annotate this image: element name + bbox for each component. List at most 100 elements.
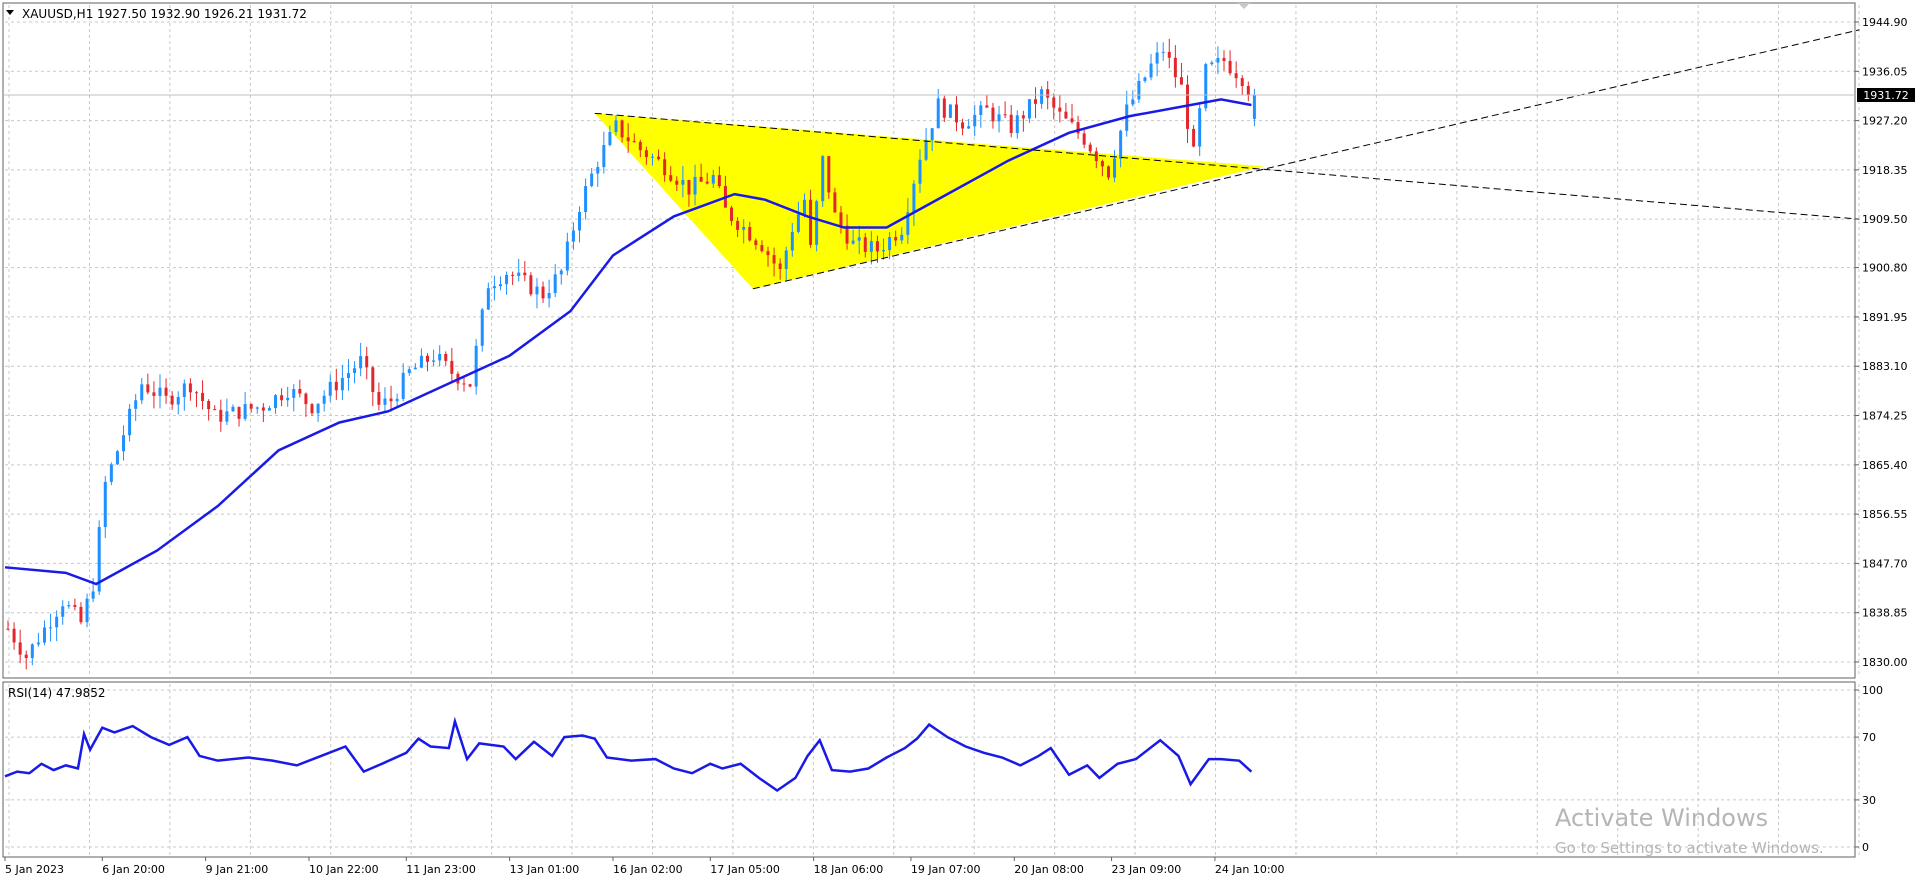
candle-body — [134, 400, 138, 409]
candle-body — [170, 395, 174, 405]
candle-body — [930, 128, 934, 141]
candle-body — [1198, 108, 1202, 147]
candle-body — [650, 156, 654, 158]
rsi-axis-label: 100 — [1862, 684, 1883, 697]
candle-body — [936, 98, 940, 129]
candle-body — [164, 387, 168, 396]
candle-body — [1052, 97, 1056, 108]
candle-body — [687, 179, 691, 195]
candle-body — [675, 180, 679, 185]
candle-body — [967, 126, 971, 129]
candle-body — [906, 212, 910, 235]
candle-body — [261, 407, 265, 411]
candle-body — [207, 400, 211, 410]
candle-body — [693, 176, 697, 195]
candle-body — [225, 411, 229, 422]
candle-body — [742, 226, 746, 230]
rsi-grid — [5, 684, 1860, 855]
candle-body — [596, 167, 600, 174]
price-axis-label: 1847.70 — [1862, 557, 1908, 570]
candle-body — [492, 286, 496, 289]
time-axis[interactable]: 5 Jan 2023 6 Jan 20:00 9 Jan 21:00 10 Jan 2… — [4, 857, 1285, 876]
rsi-panel[interactable]: RSI(14) 47.9852 — [2, 681, 1860, 858]
time-axis-label: 9 Jan 21:00 — [206, 863, 269, 876]
price-axis-label: 1830.00 — [1862, 656, 1908, 669]
candle-body — [961, 122, 965, 129]
candle-body — [474, 345, 478, 387]
candle-body — [73, 605, 77, 607]
candle-body — [1246, 86, 1250, 96]
candle-body — [790, 231, 794, 251]
rsi-axis-label: 30 — [1862, 794, 1876, 807]
candle-body — [176, 396, 180, 405]
moving-average-line — [4, 98, 1252, 586]
candle-body — [1021, 115, 1025, 119]
candle-body — [115, 451, 119, 465]
candle-body — [760, 245, 764, 252]
windows-watermark: Activate Windows Go to Settings to activ… — [1555, 804, 1824, 857]
candle-body — [578, 211, 582, 231]
candle-body — [97, 527, 101, 592]
candle-body — [875, 241, 879, 252]
candles — [6, 38, 1256, 670]
candle-body — [310, 404, 314, 414]
candle-body — [1179, 77, 1183, 85]
candle-body — [1252, 95, 1256, 119]
candle-body — [1113, 158, 1117, 178]
candle-body — [1143, 77, 1147, 81]
candle-body — [553, 274, 557, 294]
candle-body — [188, 383, 192, 393]
candle-body — [1100, 161, 1104, 167]
candle-body — [730, 207, 734, 221]
candle-body — [912, 183, 916, 213]
candle-body — [681, 179, 685, 185]
candle-body — [280, 395, 284, 401]
candle-body — [255, 407, 259, 409]
candle-body — [699, 176, 703, 182]
candle-body — [535, 286, 539, 295]
candle-body — [523, 272, 527, 276]
candle-body — [833, 192, 837, 213]
price-axis-label: 1874.25 — [1862, 410, 1908, 423]
candle-body — [869, 241, 873, 252]
candle-body — [377, 391, 381, 405]
candle-body — [426, 355, 430, 362]
candle-body — [985, 105, 989, 108]
candle-body — [973, 114, 977, 127]
candle-body — [158, 387, 162, 396]
candle-body — [1082, 133, 1086, 145]
rsi-axis[interactable]: 100 70 30 0 — [1855, 684, 1883, 854]
rsi-axis-label: 0 — [1862, 841, 1869, 854]
candle-body — [711, 175, 715, 184]
candle-body — [511, 274, 515, 276]
candle-body — [1222, 57, 1226, 61]
candle-body — [1058, 107, 1062, 112]
candle-body — [152, 392, 156, 396]
candle-body — [1070, 118, 1074, 123]
current-price-badge-bg — [1857, 88, 1915, 102]
price-axis-label: 1944.90 — [1862, 16, 1908, 29]
upper-trendline[interactable] — [594, 112, 1860, 220]
candle-body — [146, 384, 150, 393]
chart-shift-marker-icon[interactable] — [1238, 3, 1250, 9]
candle-body — [1034, 99, 1038, 104]
candle-body — [286, 397, 290, 401]
candle-body — [991, 107, 995, 122]
trendlines[interactable] — [594, 29, 1860, 290]
caret-down-icon[interactable] — [6, 10, 14, 15]
candle-body — [559, 270, 563, 275]
candle-body — [1228, 60, 1232, 74]
candle-body — [334, 381, 338, 391]
candle-body — [438, 353, 442, 361]
time-axis-label: 19 Jan 07:00 — [911, 863, 981, 876]
candle-body — [371, 367, 375, 392]
candle-body — [863, 237, 867, 252]
lower-trendline[interactable] — [752, 29, 1860, 290]
candle-body — [1234, 73, 1238, 79]
candle-body — [1040, 89, 1044, 104]
candle-body — [620, 120, 624, 138]
price-panel[interactable]: XAUUSD,H1 1927.50 1932.90 1926.21 1931.7… — [2, 2, 1860, 679]
price-axis-label: 1936.05 — [1862, 65, 1908, 78]
price-axis[interactable]: 1944.90 1936.05 1927.20 1918.35 1909.50 1900.… — [1855, 16, 1908, 669]
